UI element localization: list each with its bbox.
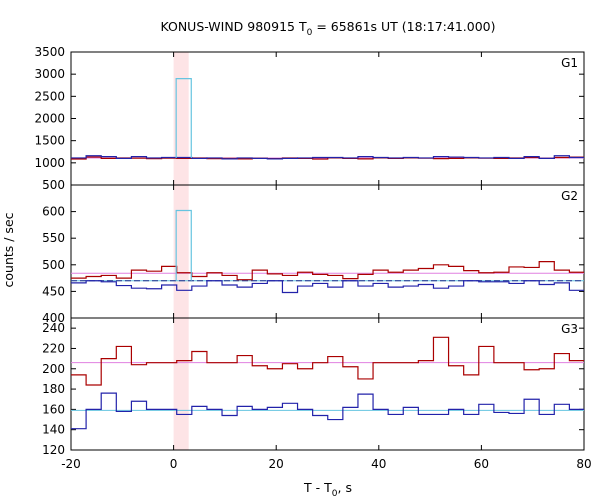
g1-ytick-label: 2500 xyxy=(34,89,65,103)
g1-ytick-label: 500 xyxy=(42,178,65,192)
x-axis-label: T - T0, s xyxy=(303,480,352,499)
xtick-label: 40 xyxy=(371,457,386,471)
g1-ytick-label: 1000 xyxy=(34,156,65,170)
xlabel-subscript: 0 xyxy=(332,489,338,499)
g2-series-cyan xyxy=(175,209,192,281)
g2-ytick-label: 600 xyxy=(42,205,65,219)
chart-title: KONUS-WIND 980915 T0 = 65861s UT (18:17:… xyxy=(160,19,495,38)
g3-ytick-label: 140 xyxy=(42,423,65,437)
g1-ytick-label: 1500 xyxy=(34,134,65,148)
g3-ytick-label: 200 xyxy=(42,362,65,376)
g2-frame xyxy=(70,184,585,319)
g2-series-red xyxy=(71,261,584,281)
xlabel-main: T - T xyxy=(303,480,332,495)
g1-series-blue xyxy=(71,155,584,160)
g3-series-blue xyxy=(71,392,584,430)
xtick-label: 20 xyxy=(269,457,284,471)
g1-ytick-label: 2000 xyxy=(34,112,65,126)
g2-ytick-label: 450 xyxy=(42,284,65,298)
y-axis-label: counts / sec xyxy=(1,212,16,287)
xtick-label: 0 xyxy=(170,457,178,471)
title-subscript: 0 xyxy=(307,28,313,38)
g3-frame xyxy=(70,317,585,451)
title-main: KONUS-WIND 980915 T xyxy=(160,19,306,34)
g3-ytick-label: 120 xyxy=(42,443,65,457)
g2-ytick-label: 400 xyxy=(42,311,65,325)
g2-panel-label: G2 xyxy=(561,189,578,203)
g2-ytick-label: 550 xyxy=(42,231,65,245)
g3-ytick-label: 220 xyxy=(42,341,65,355)
g2-ytick-label: 500 xyxy=(42,258,65,272)
g2-series-blue xyxy=(71,280,584,294)
g2-shaded-interval xyxy=(173,185,189,318)
g3-shaded-interval xyxy=(173,318,189,450)
plot-area: 500100015002000250030003500G140045050055… xyxy=(34,45,591,471)
g3-ytick-label: 240 xyxy=(42,321,65,335)
xtick-label: -20 xyxy=(61,457,81,471)
g1-ytick-label: 3500 xyxy=(34,45,65,59)
g1-shaded-interval xyxy=(173,52,189,185)
g1-series-cyan xyxy=(175,78,192,158)
g1-ytick-label: 3000 xyxy=(34,67,65,81)
g3-series-red xyxy=(71,336,584,386)
g1-frame xyxy=(70,51,585,186)
xtick-label: 80 xyxy=(576,457,591,471)
g1-panel-label: G1 xyxy=(561,56,578,70)
xlabel-rest: , s xyxy=(338,480,352,495)
title-rest: = 65861s UT (18:17:41.000) xyxy=(312,19,495,34)
xtick-label: 60 xyxy=(474,457,489,471)
g3-ytick-label: 160 xyxy=(42,402,65,416)
g3-panel-label: G3 xyxy=(561,322,578,336)
g3-ytick-label: 180 xyxy=(42,382,65,396)
